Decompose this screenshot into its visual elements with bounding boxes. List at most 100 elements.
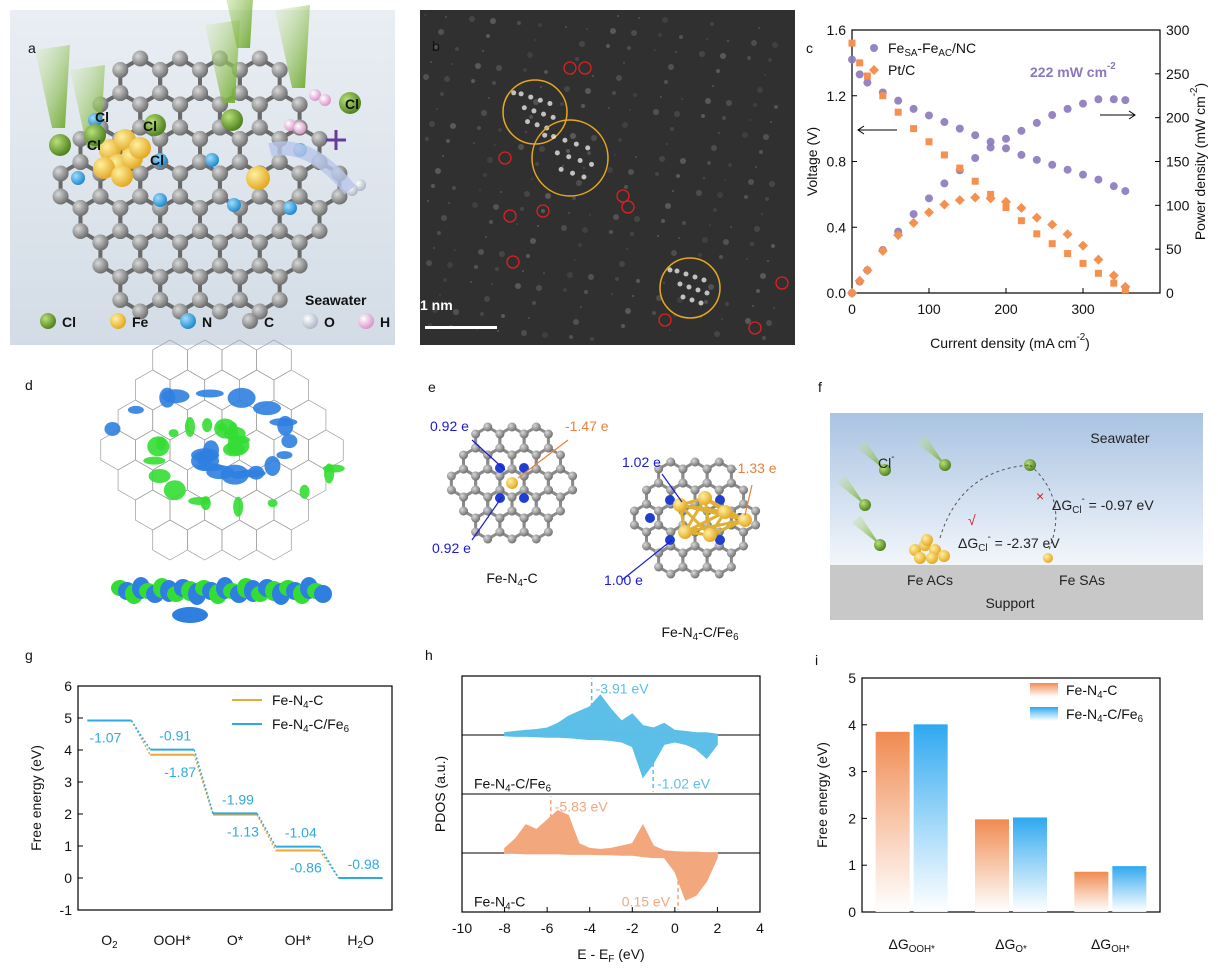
atom bbox=[702, 478, 712, 488]
atom bbox=[192, 292, 208, 308]
noise bbox=[443, 278, 447, 282]
marker bbox=[925, 194, 933, 203]
atom bbox=[654, 562, 664, 572]
marker bbox=[1108, 270, 1119, 281]
marker bbox=[1048, 111, 1057, 120]
noise bbox=[520, 207, 524, 211]
atom bbox=[172, 188, 189, 205]
noise bbox=[579, 41, 585, 47]
marker bbox=[909, 210, 918, 219]
noise bbox=[702, 237, 708, 243]
noise bbox=[671, 250, 677, 256]
fe-atom bbox=[926, 552, 938, 564]
charge-depletion bbox=[276, 451, 293, 460]
fe-atom bbox=[718, 505, 732, 519]
marker bbox=[940, 151, 948, 159]
y-tick-label: 250 bbox=[1166, 66, 1190, 82]
charge-label: 0.92 e bbox=[432, 540, 471, 556]
charge-depletion bbox=[227, 387, 256, 408]
step-label: -0.91 bbox=[159, 728, 191, 744]
atom bbox=[311, 131, 328, 147]
noise bbox=[726, 100, 732, 106]
atom-spot bbox=[541, 111, 547, 117]
atom bbox=[531, 422, 541, 432]
atom-spot bbox=[551, 133, 557, 139]
noise bbox=[625, 308, 631, 314]
noise bbox=[482, 50, 484, 52]
legend-label: Fe-N4-C bbox=[1066, 682, 1117, 701]
legend-label: N bbox=[202, 314, 212, 330]
noise bbox=[424, 14, 426, 16]
charge-label: 1.02 e bbox=[622, 454, 661, 470]
noise bbox=[760, 273, 766, 279]
noise bbox=[765, 197, 769, 201]
fe-atom bbox=[246, 166, 270, 190]
charge-label: 0.92 e bbox=[430, 418, 469, 434]
atom bbox=[251, 119, 268, 136]
atom bbox=[531, 492, 541, 502]
connector bbox=[193, 749, 214, 814]
noise bbox=[652, 311, 656, 315]
marker bbox=[1002, 144, 1010, 153]
legend-label: Fe-N4-C/Fe6 bbox=[1066, 706, 1144, 725]
marker bbox=[956, 164, 964, 172]
fe-atom bbox=[111, 165, 133, 187]
atom bbox=[92, 234, 109, 251]
atom bbox=[72, 154, 89, 170]
lattice-ring bbox=[152, 339, 188, 381]
charge-accumulation bbox=[228, 422, 239, 443]
atom bbox=[231, 223, 248, 239]
atom bbox=[311, 223, 328, 239]
noise bbox=[531, 178, 533, 180]
noise bbox=[541, 209, 545, 213]
noise bbox=[764, 74, 766, 76]
atom bbox=[192, 85, 208, 101]
noise bbox=[561, 225, 567, 231]
lattice-ring bbox=[256, 339, 292, 381]
noise bbox=[446, 139, 450, 143]
atom bbox=[471, 513, 481, 523]
cl-ion bbox=[859, 499, 871, 511]
noise bbox=[515, 283, 521, 289]
noise bbox=[717, 192, 723, 198]
noise bbox=[494, 144, 496, 146]
atom bbox=[654, 478, 664, 488]
noise bbox=[442, 155, 444, 157]
n-atom bbox=[205, 153, 219, 167]
y-tick-label: 6 bbox=[64, 678, 72, 694]
charge-accumulation bbox=[322, 464, 345, 473]
noise bbox=[725, 302, 729, 306]
noise bbox=[635, 156, 637, 158]
n-atom bbox=[715, 535, 725, 545]
marker bbox=[909, 104, 918, 113]
marker bbox=[924, 207, 934, 218]
noise bbox=[705, 98, 711, 104]
noise bbox=[499, 251, 505, 257]
schematic-label: × bbox=[1036, 488, 1044, 504]
panel-letter: g bbox=[25, 647, 33, 663]
noise bbox=[718, 132, 720, 134]
noise bbox=[501, 314, 505, 318]
atom bbox=[751, 506, 761, 516]
atom bbox=[519, 429, 529, 439]
cl-cone bbox=[205, 20, 240, 103]
atom bbox=[690, 457, 700, 467]
cl-trail bbox=[857, 440, 885, 470]
y-tick-label: 0.4 bbox=[827, 219, 847, 235]
cl-trail bbox=[852, 515, 880, 545]
atom bbox=[251, 96, 268, 113]
noise bbox=[539, 146, 545, 152]
atom bbox=[211, 234, 228, 251]
marker bbox=[848, 55, 856, 64]
fe-atom bbox=[738, 513, 752, 527]
x-tick-label: ΔGOH* bbox=[1091, 936, 1130, 955]
noise bbox=[527, 52, 533, 58]
legend-label: FeSA-FeAC/NC bbox=[888, 40, 976, 59]
lattice-ring bbox=[117, 459, 154, 501]
marker bbox=[1063, 165, 1072, 174]
noise bbox=[584, 290, 588, 294]
band-center-label: -5.83 eV bbox=[555, 798, 609, 814]
single-atom-ring bbox=[536, 204, 550, 218]
noise bbox=[423, 74, 429, 80]
